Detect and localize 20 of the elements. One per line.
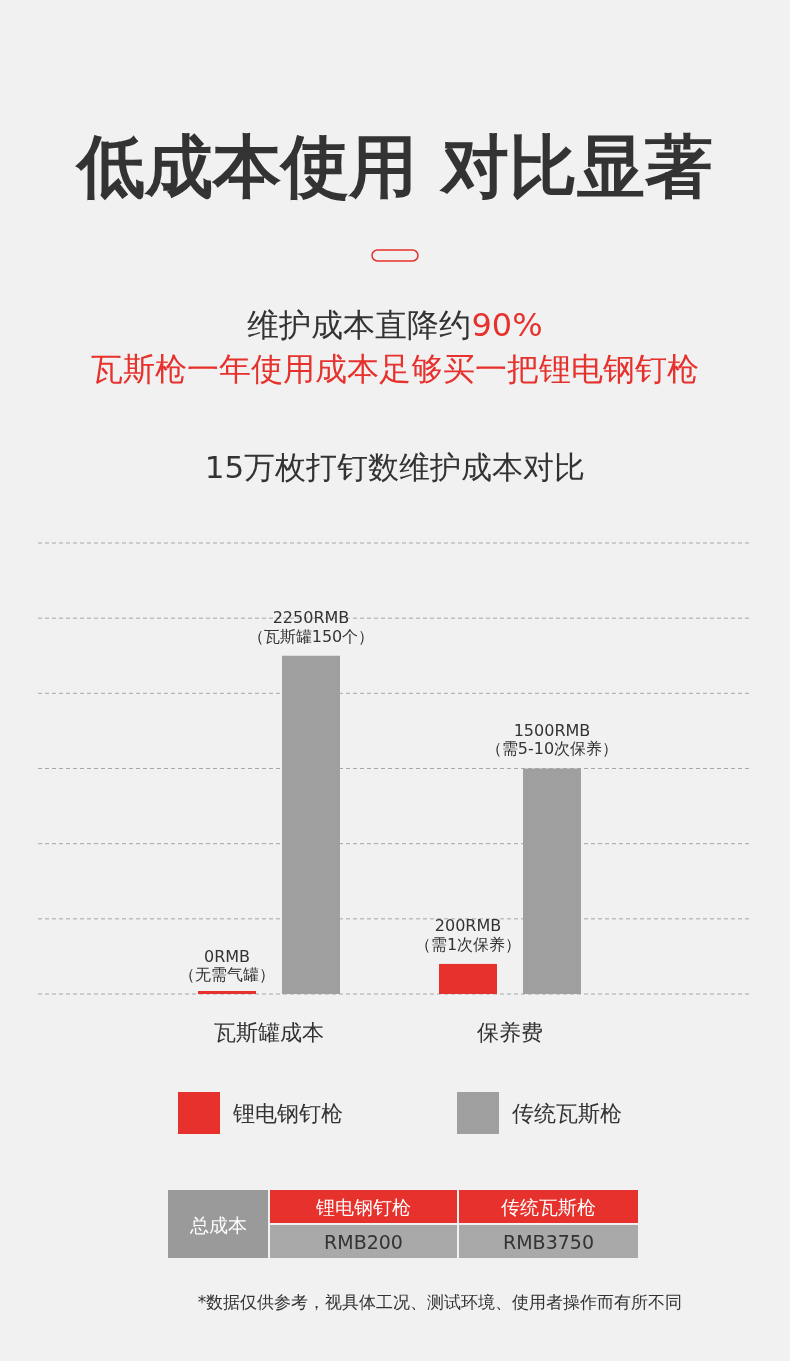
text: 传统瓦斯枪 (501, 1196, 596, 1218)
chart-title: 低成本使用 对比显著 (74, 127, 713, 206)
text: RMB200 (324, 1231, 403, 1253)
text: RMB3750 (503, 1231, 594, 1253)
text: 总成本 (188, 1214, 247, 1236)
text: 瓦斯枪一年使用成本足够买一把锂电钢钉枪 (91, 350, 699, 388)
text: 锂电钢钉枪 (316, 1196, 411, 1218)
text: *数据仅供参考，视具体工况、测试环境、使用者操作而有所不同 (197, 1292, 683, 1312)
legend-label: 锂电钢钉枪 (232, 1101, 343, 1126)
x-tick-label: 保养费 (477, 1020, 543, 1045)
chart-subtitle: 维护成本直降约90% (247, 306, 543, 344)
legend-label: 传统瓦斯枪 (512, 1101, 622, 1126)
data-label: 1500RMB （需5-10次保养） (485, 721, 619, 759)
data-label: 0RMB （无需气罐） (179, 946, 275, 984)
bar (439, 963, 497, 994)
x-tick-label: 瓦斯罐成本 (214, 1020, 324, 1045)
data-label: 2250RMB （瓦斯罐150个） (247, 608, 375, 646)
text: 15万枚打钉数维护成本对比 (204, 449, 586, 485)
data-label: 200RMB （需1次保养） (414, 916, 522, 954)
bar (198, 991, 256, 994)
